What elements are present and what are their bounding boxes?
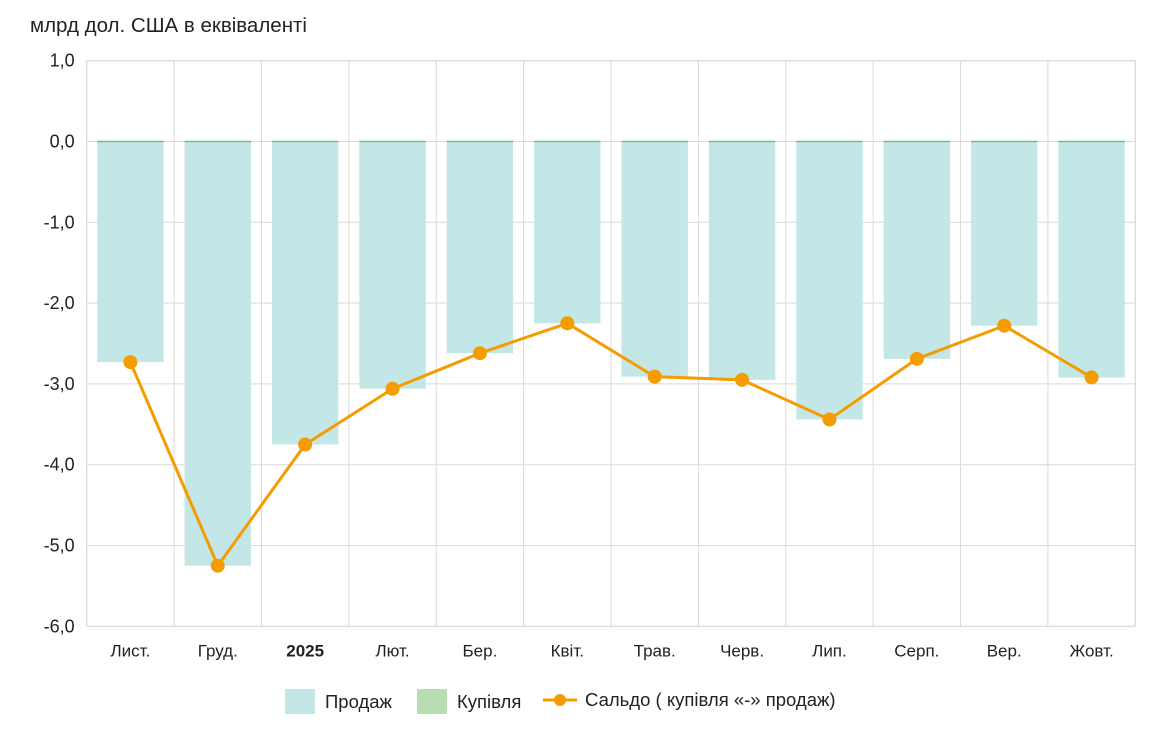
svg-text:Трав.: Трав. bbox=[634, 641, 676, 660]
svg-text:Лип.: Лип. bbox=[812, 641, 847, 660]
svg-text:Вер.: Вер. bbox=[987, 641, 1022, 660]
svg-text:Груд.: Груд. bbox=[198, 641, 238, 660]
svg-text:Бер.: Бер. bbox=[463, 641, 498, 660]
svg-text:-2,0: -2,0 bbox=[44, 293, 75, 313]
svg-text:Жовт.: Жовт. bbox=[1069, 641, 1113, 660]
svg-text:-3,0: -3,0 bbox=[44, 374, 75, 394]
svg-text:Квіт.: Квіт. bbox=[551, 641, 584, 660]
svg-text:2025: 2025 bbox=[286, 641, 324, 660]
svg-text:-6,0: -6,0 bbox=[44, 616, 75, 636]
svg-text:Лист.: Лист. bbox=[111, 641, 151, 660]
svg-text:Серп.: Серп. bbox=[894, 641, 939, 660]
svg-text:0,0: 0,0 bbox=[50, 132, 75, 152]
svg-text:-1,0: -1,0 bbox=[44, 212, 75, 232]
svg-text:Лют.: Лют. bbox=[375, 641, 409, 660]
svg-text:Черв.: Черв. bbox=[720, 641, 764, 660]
svg-text:1,0: 1,0 bbox=[50, 51, 75, 71]
svg-text:-4,0: -4,0 bbox=[44, 455, 75, 475]
svg-text:-5,0: -5,0 bbox=[44, 536, 75, 556]
